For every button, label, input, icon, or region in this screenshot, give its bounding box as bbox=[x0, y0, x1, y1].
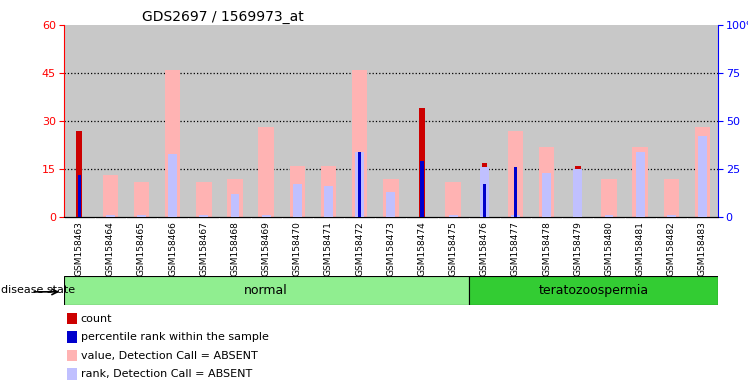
Bar bbox=[78, 175, 81, 217]
Bar bbox=[200, 215, 208, 217]
Bar bbox=[663, 179, 679, 217]
Bar bbox=[219, 25, 251, 217]
Bar bbox=[289, 166, 305, 217]
Text: GSM158469: GSM158469 bbox=[262, 222, 271, 276]
Bar bbox=[387, 192, 395, 217]
Text: GSM158466: GSM158466 bbox=[168, 222, 177, 276]
Text: GSM158467: GSM158467 bbox=[199, 222, 209, 276]
Bar bbox=[593, 25, 625, 217]
Bar bbox=[695, 127, 711, 217]
Bar bbox=[324, 186, 333, 217]
Text: teratozoospermia: teratozoospermia bbox=[539, 285, 649, 297]
Text: GSM158464: GSM158464 bbox=[105, 222, 115, 276]
Bar bbox=[168, 154, 177, 217]
Bar bbox=[137, 215, 146, 217]
Bar bbox=[251, 25, 282, 217]
Bar bbox=[575, 166, 580, 217]
Text: count: count bbox=[81, 314, 112, 324]
Bar bbox=[64, 25, 95, 217]
Bar bbox=[64, 276, 469, 305]
Bar bbox=[531, 25, 562, 217]
Bar bbox=[500, 25, 531, 217]
Bar bbox=[687, 25, 718, 217]
Bar bbox=[355, 152, 364, 217]
Bar bbox=[420, 161, 423, 217]
Text: GSM158481: GSM158481 bbox=[636, 222, 645, 276]
Text: GSM158478: GSM158478 bbox=[542, 222, 551, 276]
Bar bbox=[667, 215, 675, 217]
Bar bbox=[514, 167, 517, 217]
Bar bbox=[230, 194, 239, 217]
Bar bbox=[601, 179, 617, 217]
Text: percentile rank within the sample: percentile rank within the sample bbox=[81, 332, 269, 342]
Text: GSM158470: GSM158470 bbox=[292, 222, 302, 276]
Text: GSM158465: GSM158465 bbox=[137, 222, 146, 276]
Bar bbox=[165, 70, 180, 217]
Bar bbox=[482, 162, 487, 217]
Text: GSM158480: GSM158480 bbox=[604, 222, 613, 276]
Bar bbox=[375, 25, 406, 217]
Bar bbox=[419, 108, 425, 217]
Bar bbox=[95, 25, 126, 217]
Bar bbox=[406, 25, 438, 217]
Bar bbox=[358, 152, 361, 217]
Text: GDS2697 / 1569973_at: GDS2697 / 1569973_at bbox=[142, 10, 304, 23]
Text: GSM158472: GSM158472 bbox=[355, 222, 364, 276]
Bar bbox=[344, 25, 375, 217]
Bar bbox=[134, 182, 150, 217]
Text: rank, Detection Call = ABSENT: rank, Detection Call = ABSENT bbox=[81, 369, 252, 379]
Bar bbox=[539, 147, 554, 217]
Bar bbox=[126, 25, 157, 217]
Text: GSM158479: GSM158479 bbox=[573, 222, 583, 276]
Bar bbox=[383, 179, 399, 217]
Bar bbox=[313, 25, 344, 217]
Bar bbox=[480, 167, 488, 217]
Bar bbox=[188, 25, 219, 217]
Text: GSM158463: GSM158463 bbox=[75, 222, 84, 276]
Bar bbox=[636, 152, 645, 217]
Text: GSM158483: GSM158483 bbox=[698, 222, 707, 276]
Text: GSM158482: GSM158482 bbox=[666, 222, 676, 276]
Bar bbox=[469, 276, 718, 305]
Text: GSM158475: GSM158475 bbox=[449, 222, 458, 276]
Bar bbox=[449, 215, 458, 217]
Bar bbox=[511, 215, 520, 217]
Bar bbox=[157, 25, 188, 217]
Text: GSM158476: GSM158476 bbox=[479, 222, 489, 276]
Bar bbox=[625, 25, 656, 217]
Text: GSM158473: GSM158473 bbox=[386, 222, 396, 276]
Bar bbox=[282, 25, 313, 217]
Bar bbox=[562, 25, 593, 217]
Text: GSM158471: GSM158471 bbox=[324, 222, 333, 276]
Bar bbox=[438, 25, 469, 217]
Bar bbox=[604, 215, 613, 217]
Bar bbox=[445, 182, 461, 217]
Bar bbox=[196, 182, 212, 217]
Bar bbox=[102, 175, 118, 217]
Bar bbox=[698, 136, 707, 217]
Bar bbox=[574, 169, 582, 217]
Bar bbox=[321, 166, 337, 217]
Bar bbox=[258, 127, 274, 217]
Bar bbox=[227, 179, 243, 217]
Text: GSM158474: GSM158474 bbox=[417, 222, 426, 276]
Text: normal: normal bbox=[245, 285, 288, 297]
Bar bbox=[106, 215, 114, 217]
Bar bbox=[632, 147, 648, 217]
Text: GSM158468: GSM158468 bbox=[230, 222, 239, 276]
Text: disease state: disease state bbox=[1, 285, 75, 295]
Text: value, Detection Call = ABSENT: value, Detection Call = ABSENT bbox=[81, 351, 257, 361]
Bar bbox=[656, 25, 687, 217]
Bar bbox=[508, 131, 524, 217]
Bar bbox=[76, 131, 82, 217]
Bar bbox=[542, 173, 551, 217]
Text: GSM158477: GSM158477 bbox=[511, 222, 520, 276]
Bar bbox=[293, 184, 301, 217]
Bar bbox=[262, 215, 271, 217]
Bar bbox=[482, 184, 486, 217]
Bar bbox=[352, 70, 367, 217]
Bar bbox=[469, 25, 500, 217]
